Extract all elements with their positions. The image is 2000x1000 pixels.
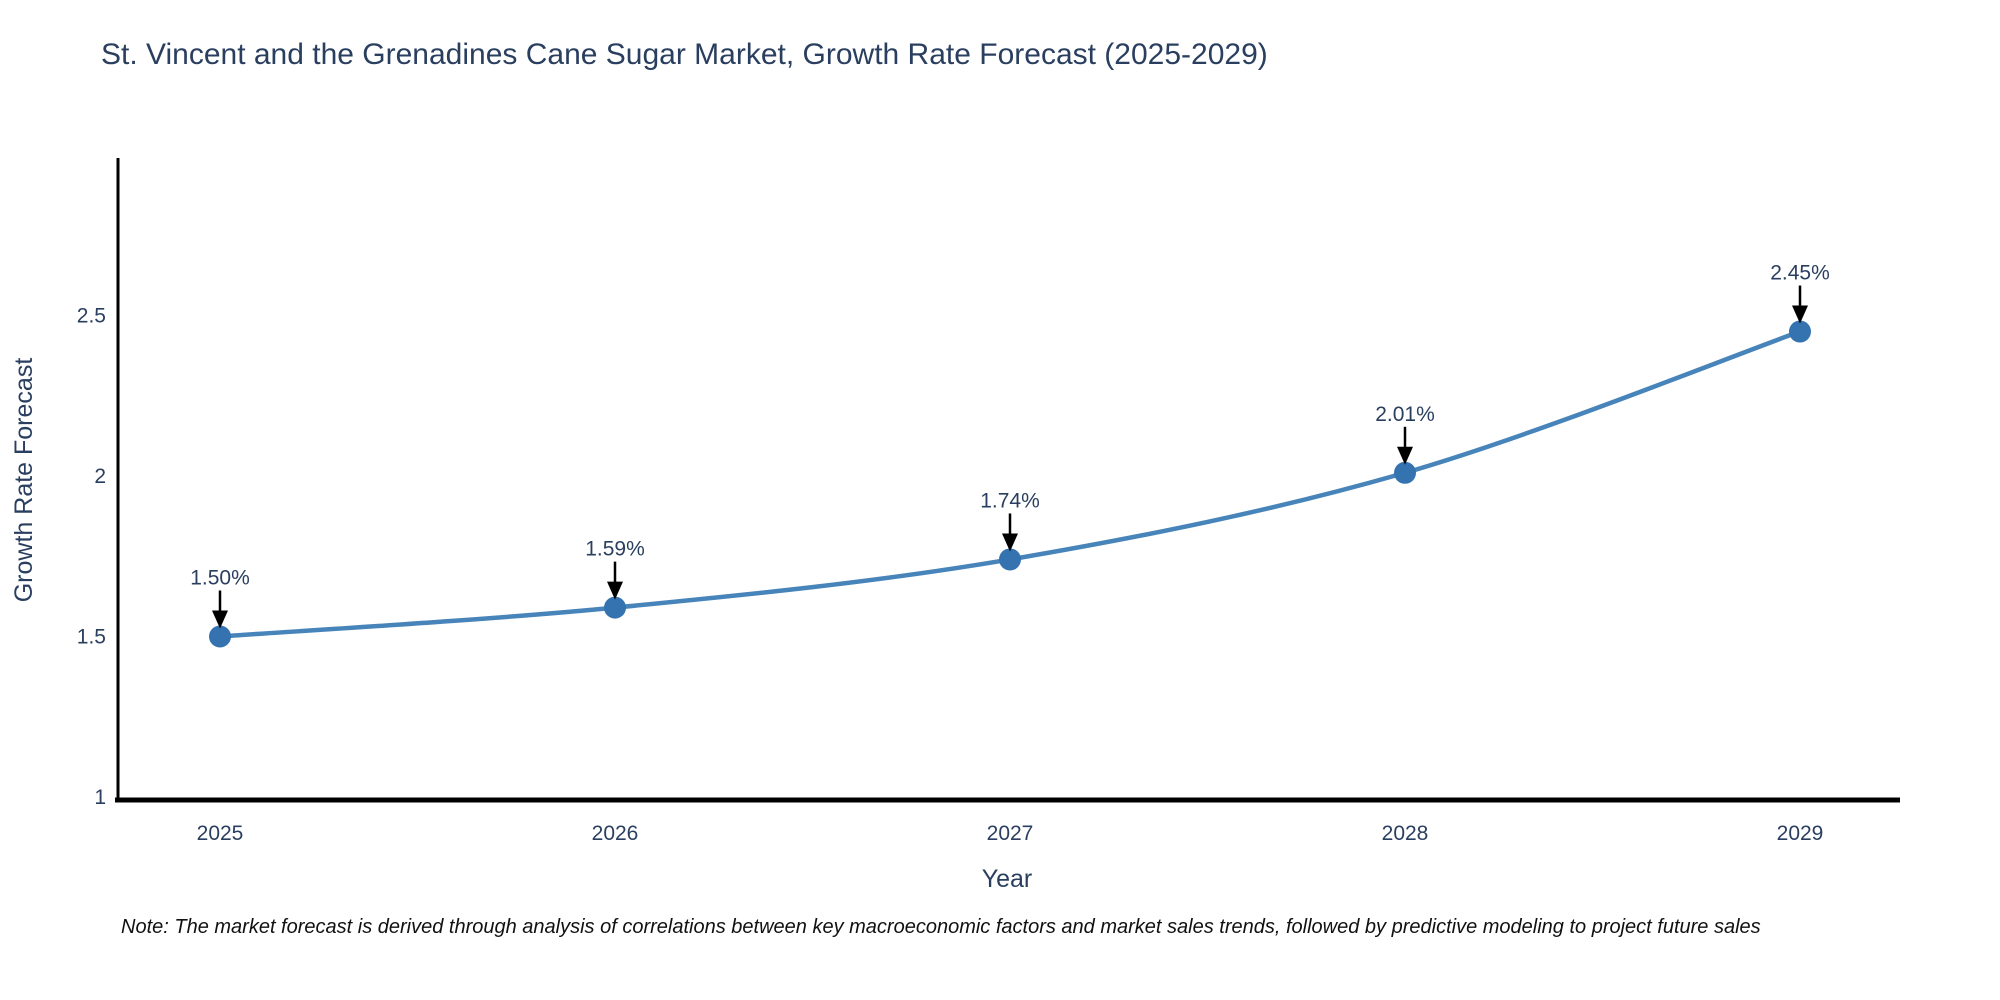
annotation-arrowhead: [212, 610, 228, 629]
x-tick-label: 2028: [1382, 822, 1429, 845]
data-point-label: 1.74%: [980, 489, 1040, 512]
annotation-arrowhead: [1002, 533, 1018, 552]
x-tick-label: 2026: [592, 822, 639, 845]
data-point-label: 2.01%: [1375, 403, 1435, 426]
data-point-marker: [999, 548, 1021, 571]
data-point-label: 2.45%: [1770, 262, 1830, 285]
data-point-marker: [1789, 320, 1811, 343]
series-line: [217, 329, 1803, 639]
data-point-marker: [604, 596, 626, 619]
footnote: Note: The market forecast is derived thr…: [121, 916, 1761, 938]
annotation-arrowhead: [1397, 446, 1413, 465]
annotation-arrowhead: [1792, 305, 1808, 324]
x-tick-label: 2027: [987, 822, 1034, 845]
data-point-marker: [1394, 461, 1416, 484]
annotation-arrowhead: [607, 581, 623, 600]
data-point-marker: [209, 625, 231, 648]
y-tick-label: 2.5: [77, 305, 106, 328]
x-tick-label: 2025: [197, 822, 244, 845]
y-tick-label: 1: [94, 786, 106, 809]
y-tick-label: 1.5: [77, 626, 106, 649]
y-tick-label: 2: [94, 465, 106, 488]
x-axis-title: Year: [982, 865, 1033, 893]
chart-title: St. Vincent and the Grenadines Cane Suga…: [101, 38, 1268, 71]
x-tick-label: 2029: [1777, 822, 1824, 845]
data-point-label: 1.50%: [190, 567, 250, 590]
data-point-label: 1.59%: [585, 538, 645, 561]
y-axis-title: Growth Rate Forecast: [10, 358, 38, 603]
